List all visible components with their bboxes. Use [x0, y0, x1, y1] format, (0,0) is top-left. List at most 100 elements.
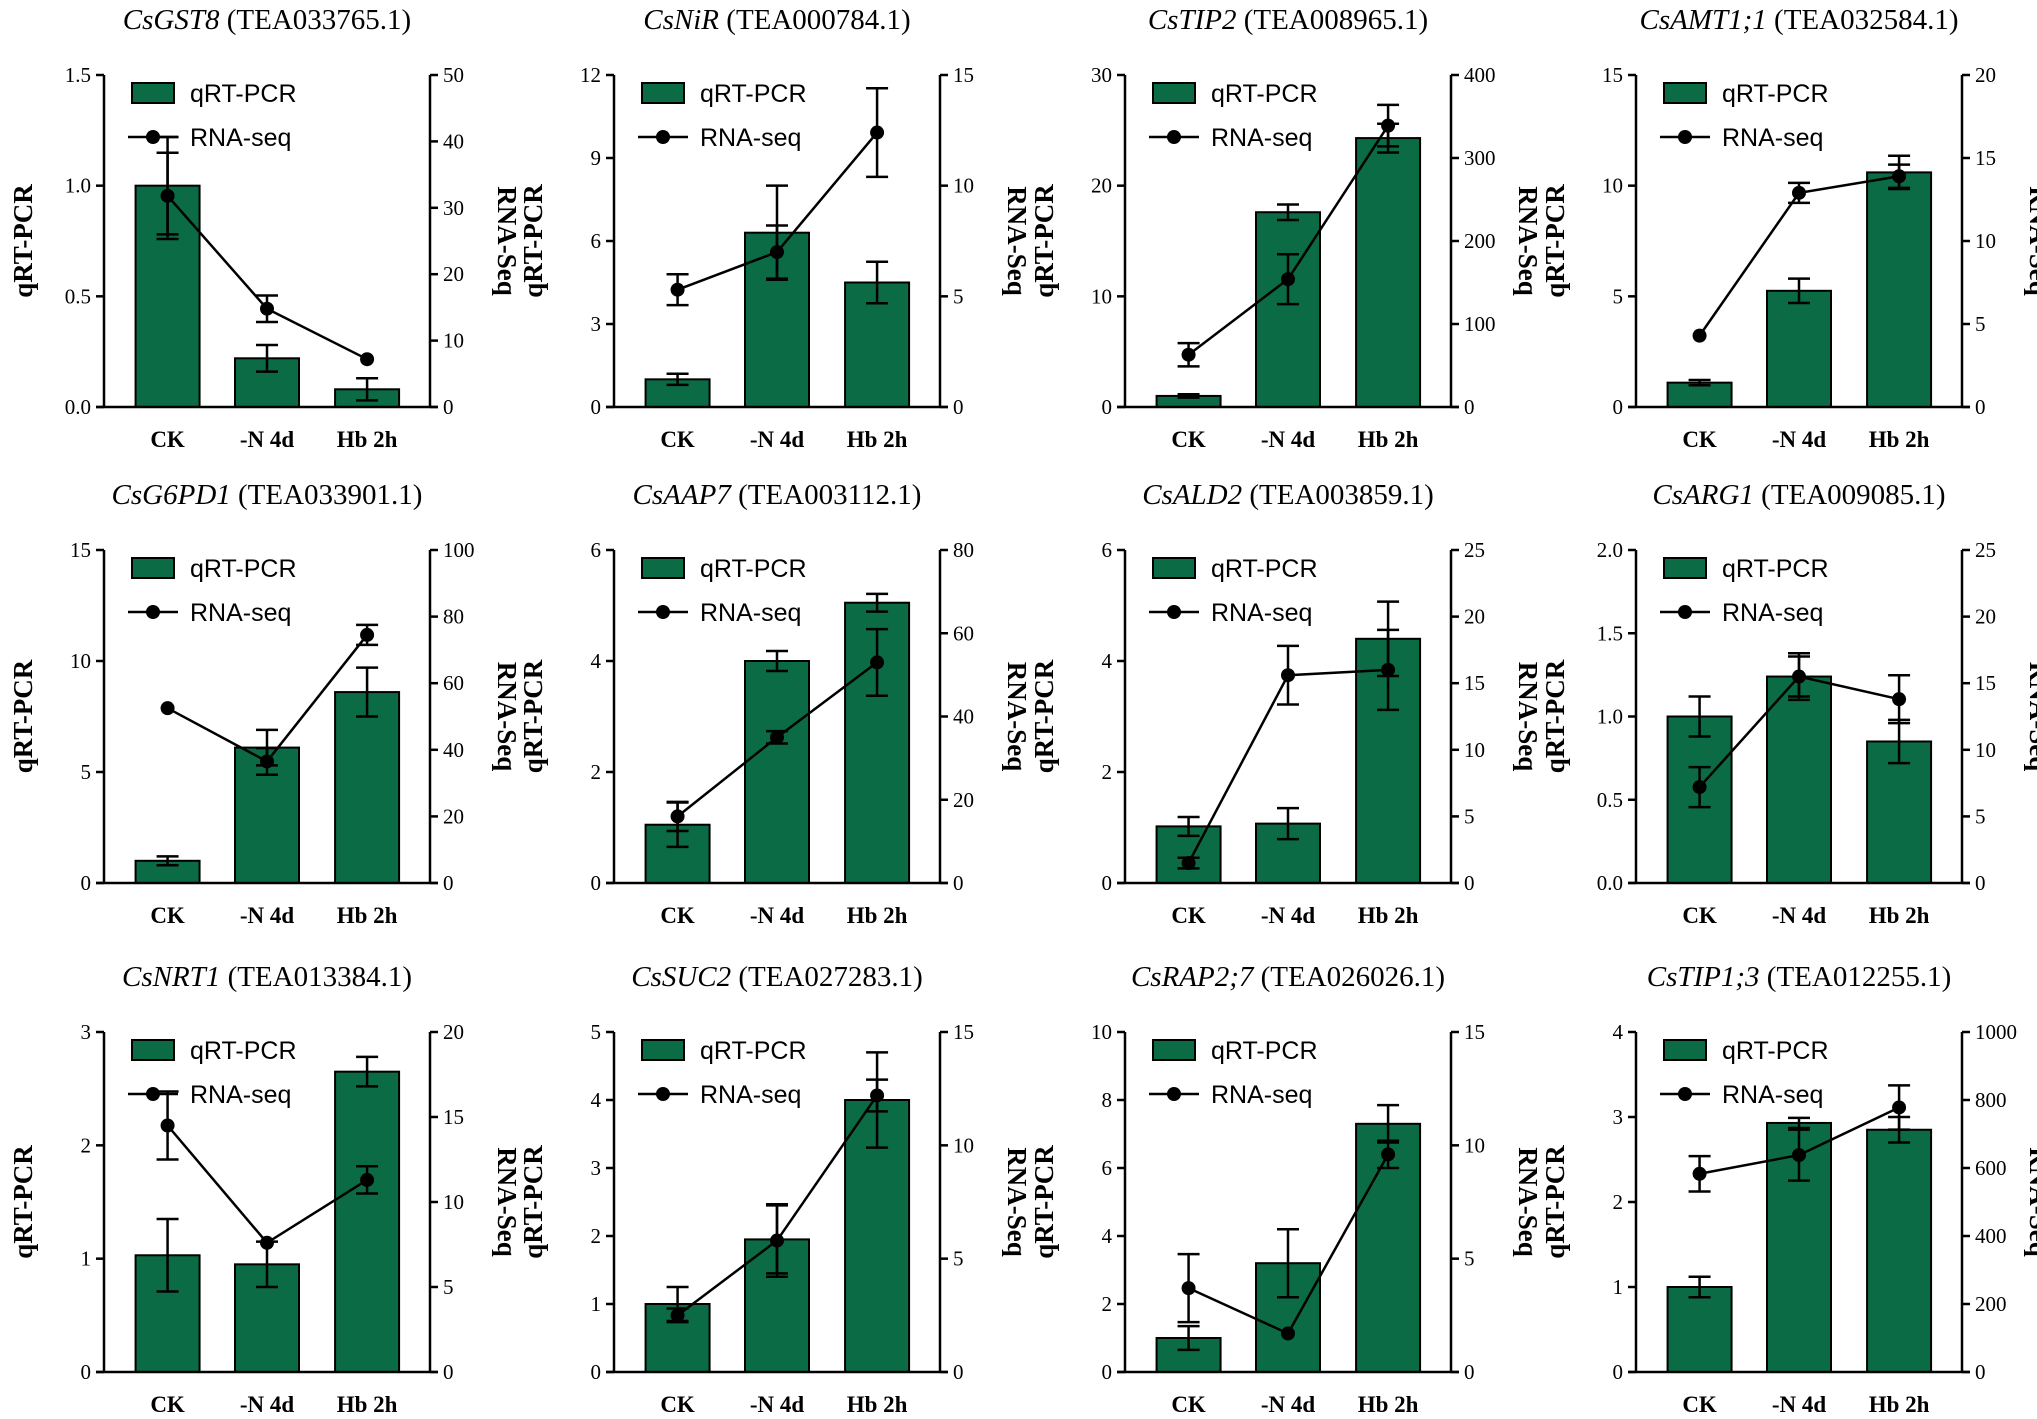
chart-title-gene: CsGST8 — [123, 4, 220, 36]
right-tick-label: 100 — [1464, 312, 1496, 336]
left-axis-title: qRT-PCR — [8, 659, 38, 773]
bar — [1866, 740, 1933, 884]
left-tick-label: 2 — [1102, 1292, 1113, 1316]
left-tick-label: 1.5 — [1597, 621, 1623, 645]
right-tick-label: 0 — [443, 871, 454, 895]
right-axis-title: RNA-Seq — [492, 186, 522, 296]
chart-title-gene: CsSUC2 — [631, 961, 731, 993]
left-tick-label: 15 — [1602, 63, 1623, 87]
chart-panel: CsG6PD1 (TEA033901.1) 0 5 10 15 0 20 40 60 80 100 C… — [8, 479, 522, 928]
rnaseq-point — [160, 1118, 175, 1133]
right-axis-title: RNA-Seq — [1513, 1147, 1543, 1257]
chart-title-id: (TEA027283.1) — [731, 961, 923, 993]
chart-title-id: (TEA003112.1) — [731, 479, 922, 511]
chart-title: CsGST8 (TEA033765.1) — [123, 4, 411, 36]
category-label: CK — [150, 903, 185, 928]
right-tick-label: 0 — [1975, 1360, 1986, 1384]
left-tick-label: 0 — [81, 871, 92, 895]
category-label: Hb 2h — [847, 903, 908, 928]
left-axis-title: qRT-PCR — [518, 1145, 548, 1259]
chart-panel: CsNRT1 (TEA013384.1) 0 1 2 3 0 5 10 15 20 CK -N 4d H… — [8, 961, 522, 1417]
rnaseq-point — [1181, 347, 1196, 362]
left-tick-label: 2.0 — [1597, 538, 1623, 562]
category-label: CK — [660, 1392, 695, 1417]
left-tick-label: 9 — [591, 146, 602, 170]
right-tick-label: 0 — [443, 1360, 454, 1384]
legend-bar-swatch — [1663, 557, 1707, 579]
left-tick-label: 12 — [580, 63, 601, 87]
right-axis-title: RNA-Seq — [1002, 186, 1032, 296]
category-label: -N 4d — [240, 903, 295, 928]
legend-line-label: RNA-seq — [1211, 599, 1312, 627]
chart-title-id: (TEA033765.1) — [220, 4, 412, 36]
right-tick-label: 20 — [1975, 605, 1996, 629]
left-tick-label: 1.0 — [65, 174, 91, 198]
legend-line-marker — [656, 130, 670, 144]
right-axis-title: RNA-Seq — [492, 1147, 522, 1257]
chart-title-gene: CsAMT1;1 — [1640, 4, 1767, 36]
legend-bar-label: qRT-PCR — [700, 555, 807, 583]
right-tick-label: 20 — [443, 262, 464, 286]
legend-bar-swatch — [1663, 1039, 1707, 1061]
right-tick-label: 0 — [443, 395, 454, 419]
chart-title-id: (TEA026026.1) — [1253, 961, 1445, 993]
left-tick-label: 8 — [1102, 1088, 1113, 1112]
legend-bar-label: qRT-PCR — [700, 80, 807, 108]
category-label: Hb 2h — [1869, 1392, 1930, 1417]
category-label: -N 4d — [1261, 903, 1316, 928]
rnaseq-point — [770, 730, 784, 745]
rnaseq-point — [770, 1233, 784, 1248]
right-tick-label: 40 — [443, 738, 464, 762]
right-tick-label: 60 — [953, 621, 974, 645]
category-label: Hb 2h — [1869, 427, 1930, 452]
left-tick-label: 1.5 — [65, 63, 91, 87]
right-tick-label: 20 — [1975, 63, 1996, 87]
left-tick-label: 10 — [70, 649, 91, 673]
right-tick-label: 50 — [443, 63, 464, 87]
bar — [1355, 137, 1422, 409]
right-tick-label: 25 — [1464, 538, 1485, 562]
legend-bar-label: qRT-PCR — [1211, 80, 1318, 108]
category-label: CK — [150, 1392, 185, 1417]
chart-panel: CsALD2 (TEA003859.1) 0 2 4 6 0 5 10 15 20 25 CK -N 4… — [1029, 479, 1543, 928]
left-axis-title: qRT-PCR — [1540, 1145, 1570, 1259]
legend-line-marker — [1678, 1087, 1692, 1101]
legend-line-label: RNA-seq — [190, 1081, 291, 1109]
chart-title-id: (TEA008965.1) — [1236, 4, 1428, 36]
legend-bar-label: qRT-PCR — [190, 1037, 297, 1065]
chart-title-id: (TEA032584.1) — [1767, 4, 1959, 36]
legend-line-marker — [1167, 605, 1181, 619]
left-tick-label: 10 — [1091, 284, 1112, 308]
legend-line-label: RNA-seq — [1211, 124, 1312, 152]
legend-bar-swatch — [131, 557, 175, 579]
category-label: -N 4d — [750, 1392, 805, 1417]
left-tick-label: 30 — [1091, 63, 1112, 87]
legend-bar-swatch — [1152, 1039, 1196, 1061]
left-tick-label: 3 — [81, 1020, 92, 1044]
category-label: Hb 2h — [847, 1392, 908, 1417]
category-label: CK — [1682, 903, 1717, 928]
category-label: Hb 2h — [1869, 903, 1930, 928]
right-tick-label: 25 — [1975, 538, 1996, 562]
category-label: Hb 2h — [1358, 427, 1419, 452]
right-tick-label: 15 — [953, 1020, 974, 1044]
left-axis-title: qRT-PCR — [1029, 184, 1059, 298]
right-axis-title: RNA-Seq — [1002, 1147, 1032, 1257]
legend-bar-swatch — [1152, 82, 1196, 104]
left-tick-label: 2 — [591, 760, 602, 784]
right-tick-label: 40 — [443, 129, 464, 153]
rnaseq-point — [1792, 185, 1806, 200]
left-axis-title: qRT-PCR — [1029, 1145, 1059, 1259]
right-tick-label: 10 — [443, 1190, 464, 1214]
left-tick-label: 4 — [591, 649, 602, 673]
rnaseq-point — [1892, 1100, 1907, 1115]
right-tick-label: 60 — [443, 671, 464, 695]
chart-title: CsAMT1;1 (TEA032584.1) — [1640, 4, 1959, 36]
rnaseq-point — [160, 701, 175, 716]
category-label: Hb 2h — [1358, 903, 1419, 928]
bar — [1766, 289, 1832, 408]
right-tick-label: 10 — [1975, 229, 1996, 253]
legend-bar-swatch — [1663, 82, 1707, 104]
legend-line-marker — [1678, 130, 1692, 144]
left-tick-label: 0.0 — [65, 395, 91, 419]
